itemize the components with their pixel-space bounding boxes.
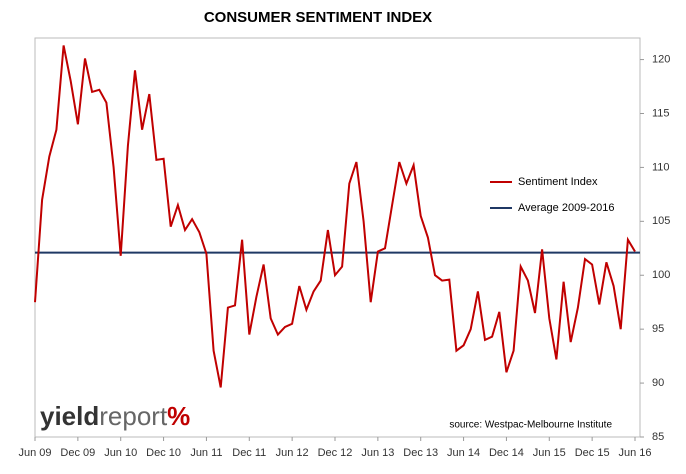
x-tick-label: Dec 14 bbox=[489, 447, 524, 459]
legend-label: Average 2009-2016 bbox=[518, 202, 614, 214]
y-tick-label: 90 bbox=[652, 377, 664, 389]
x-tick-label: Jun 16 bbox=[618, 447, 651, 459]
x-tick-label: Dec 09 bbox=[60, 447, 95, 459]
logo-part: % bbox=[167, 401, 190, 431]
logo-part: yield bbox=[40, 401, 99, 431]
legend-label: Sentiment Index bbox=[518, 176, 598, 188]
x-tick-label: Jun 10 bbox=[104, 447, 137, 459]
y-tick-label: 115 bbox=[652, 107, 670, 119]
y-tick-label: 105 bbox=[652, 215, 670, 227]
x-tick-label: Jun 12 bbox=[276, 447, 309, 459]
y-tick-label: 85 bbox=[652, 431, 664, 443]
x-tick-label: Dec 10 bbox=[146, 447, 181, 459]
x-tick-label: Jun 13 bbox=[361, 447, 394, 459]
y-tick-label: 110 bbox=[652, 161, 670, 173]
y-tick-label: 100 bbox=[652, 269, 670, 281]
source-note: source: Westpac-Melbourne Institute bbox=[449, 420, 612, 431]
logo: yieldreport% bbox=[40, 401, 190, 431]
y-tick-label: 95 bbox=[652, 323, 664, 335]
x-tick-label: Jun 09 bbox=[18, 447, 51, 459]
x-tick-label: Dec 13 bbox=[403, 447, 438, 459]
x-tick-label: Dec 12 bbox=[318, 447, 353, 459]
series-line bbox=[34, 45, 636, 388]
chart-title: CONSUMER SENTIMENT INDEX bbox=[204, 9, 432, 26]
logo-part: report bbox=[99, 401, 168, 431]
y-tick-label: 120 bbox=[652, 53, 670, 65]
x-tick-label: Dec 11 bbox=[232, 447, 266, 459]
x-tick-label: Jun 14 bbox=[447, 447, 480, 459]
plot-frame bbox=[34, 37, 641, 438]
x-tick-label: Dec 15 bbox=[575, 447, 610, 459]
x-tick-label: Jun 15 bbox=[533, 447, 566, 459]
x-tick-label: Jun 11 bbox=[190, 447, 222, 459]
